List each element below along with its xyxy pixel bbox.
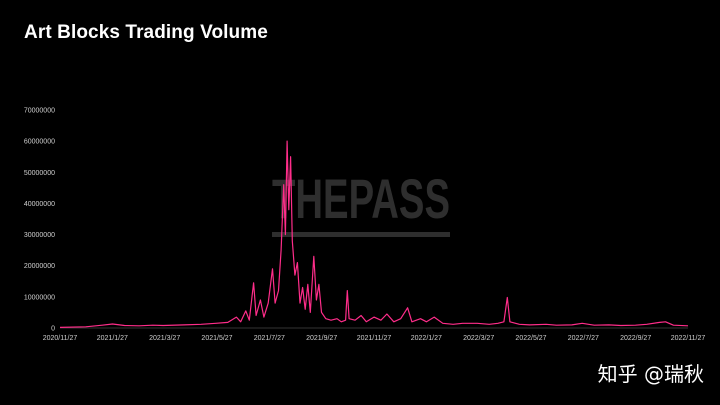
x-tick-label: 2022/1/27 [411,335,442,342]
y-tick-label: 60000000 [24,139,55,146]
x-tick-label: 2022/11/27 [671,335,706,342]
y-tick-label: 0 [51,326,55,333]
y-tick-label: 30000000 [24,232,55,239]
x-axis: 2020/11/27 2021/1/27 2021/3/27 2021/5/27 202… [43,327,706,342]
x-tick-label: 2021/7/27 [254,335,285,342]
series-layer [59,140,689,328]
x-tick-label: 2021/3/27 [149,335,180,342]
x-tick-label: 2022/3/27 [463,335,494,342]
x-tick-label: 2021/5/27 [201,335,232,342]
watermark: THEPASS [272,167,450,237]
y-axis: 0 10000000 20000000 30000000 40000000 5000000… [24,108,55,333]
x-tick-label: 2020/11/27 [43,335,78,342]
watermark-bar [272,232,450,237]
y-tick-label: 20000000 [24,263,55,270]
x-tick-label: 2021/9/27 [306,335,337,342]
x-tick-label: 2022/9/27 [620,335,651,342]
y-tick-label: 50000000 [24,170,55,177]
attribution-text: 知乎 @瑞秋 [597,362,704,386]
x-tick-label: 2022/5/27 [515,335,546,342]
x-tick-label: 2022/7/27 [568,335,599,342]
y-tick-label: 40000000 [24,201,55,208]
watermark-text: THEPASS [272,167,450,230]
series-line [59,140,689,328]
y-tick-label: 70000000 [24,108,55,115]
chart-title: Art Blocks Trading Volume [24,22,268,43]
x-tick-label: 2021/11/27 [357,335,392,342]
y-tick-label: 10000000 [24,294,55,301]
x-tick-label: 2021/1/27 [97,335,128,342]
